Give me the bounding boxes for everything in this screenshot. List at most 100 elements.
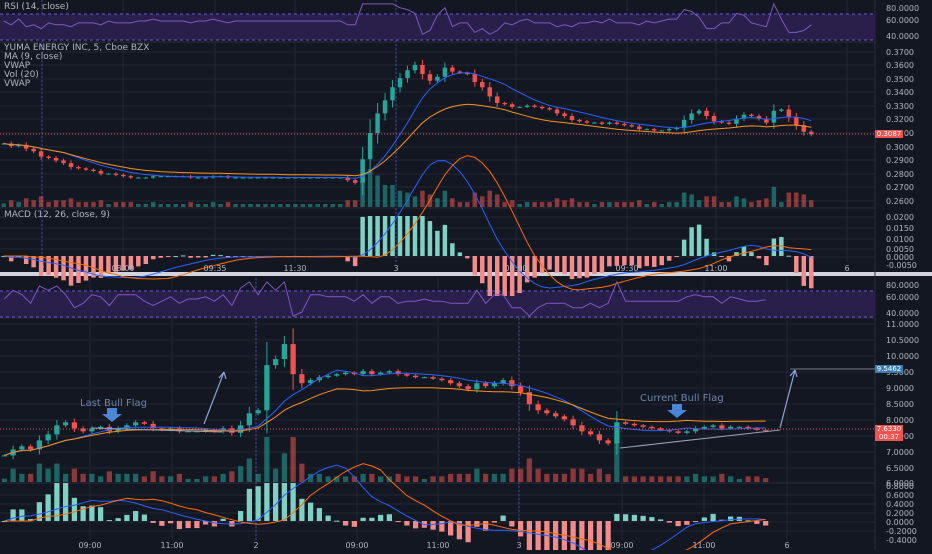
bottom-volume-bar — [675, 476, 681, 482]
top-candle — [719, 121, 724, 123]
top-candle — [203, 177, 208, 179]
x-tick-top: 11:30 — [283, 264, 307, 273]
top-candle — [270, 177, 276, 179]
macd-label-top: MACD (12, 26, close, 9) — [4, 210, 110, 220]
bottom-volume-bar — [150, 471, 156, 482]
price-tick-bottom: 7.0000 — [886, 448, 914, 457]
bottom-volume-bar — [316, 473, 322, 482]
top-volume-bar — [547, 202, 552, 207]
bottom-macd-hist — [535, 521, 541, 554]
top-volume-bar — [681, 192, 687, 207]
top-macd-hist — [367, 216, 373, 256]
top-candle — [61, 160, 66, 164]
price-tick-top: 0.2600 — [886, 197, 914, 206]
legend-vol: Vol (20) — [4, 70, 39, 80]
bottom-candle — [649, 426, 655, 429]
x-tick-top: 08:00 — [504, 264, 528, 273]
bottom-candle — [150, 423, 156, 429]
bottom-macd-hist — [159, 521, 165, 526]
top-candle — [390, 87, 395, 101]
bottom-macd-hist — [80, 506, 86, 521]
bottom-volume-bar — [54, 463, 60, 482]
bottom-candle — [614, 422, 620, 444]
bottom-macd-hist — [631, 514, 637, 521]
bottom-candle — [605, 440, 611, 444]
bottom-macd-hist — [133, 511, 139, 521]
bottom-candle — [71, 422, 77, 429]
bottom-candle — [474, 383, 480, 390]
top-macd-hist — [412, 216, 418, 256]
top-volume-bar — [734, 196, 739, 207]
bottom-candle — [448, 380, 454, 384]
bottom-volume-bar — [430, 476, 436, 482]
bottom-macd-hist — [509, 521, 515, 527]
top-macd-hist — [23, 256, 29, 264]
bottom-macd-hist — [693, 521, 699, 522]
top-volume-bar — [195, 204, 201, 207]
top-volume-bar — [607, 202, 612, 207]
bottom-macd-hist — [518, 521, 524, 537]
bottom-volume-bar — [509, 468, 515, 482]
top-candle — [76, 167, 81, 169]
top-volume-bar — [524, 202, 530, 207]
bottom-macd-hist — [316, 508, 322, 521]
top-macd-hist — [644, 256, 650, 267]
bottom-volume-bar — [701, 476, 707, 482]
bottom-macd-hist — [264, 483, 270, 521]
top-volume-bar — [719, 202, 724, 207]
bottom-volume-bar — [106, 471, 112, 482]
top-volume-bar — [315, 204, 321, 207]
bottom-candle — [63, 422, 69, 426]
top-macd-hist — [397, 216, 403, 256]
bottom-candle — [89, 428, 95, 432]
top-volume-bar — [218, 204, 223, 207]
top-macd-hist — [420, 216, 425, 256]
bottom-volume-bar — [623, 476, 629, 482]
top-volume-bar — [465, 202, 470, 207]
bottom-candle — [535, 404, 541, 411]
bottom-macd-hist — [614, 513, 620, 521]
bottom-volume-bar — [614, 443, 620, 482]
rsi-band-top — [0, 14, 875, 40]
top-macd-hist — [465, 256, 470, 259]
top-candle — [509, 104, 515, 107]
bottom-candle — [194, 431, 200, 433]
top-macd-hist — [607, 256, 612, 267]
top-volume-bar — [502, 202, 507, 207]
bottom-candle — [308, 380, 314, 384]
top-candle — [562, 113, 567, 117]
top-macd-hist — [195, 256, 201, 258]
top-candle — [749, 114, 754, 117]
top-candle — [375, 113, 380, 134]
top-candle — [659, 130, 664, 132]
top-candle — [569, 116, 575, 120]
top-macd-hist — [165, 256, 171, 257]
bottom-candle — [369, 371, 375, 375]
top-macd-hist — [210, 254, 216, 256]
top-macd-hist — [756, 256, 762, 259]
bottom-macd-hist — [124, 514, 130, 521]
bottom-volume-bar — [413, 476, 419, 482]
bottom-macd-hist — [658, 519, 664, 521]
bottom-macd-hist — [605, 521, 611, 554]
top-volume-bar — [31, 200, 36, 207]
top-macd-hist — [203, 256, 208, 258]
top-macd-hist — [188, 256, 193, 258]
bottom-macd-hist — [351, 521, 357, 527]
top-macd-hist — [614, 256, 620, 266]
top-candle — [652, 129, 657, 131]
bottom-candle — [693, 428, 699, 432]
bottom-macd-hist — [281, 483, 287, 521]
bottom-volume-bar — [596, 468, 602, 482]
bottom-macd-hist — [299, 498, 305, 521]
top-macd-hist — [734, 252, 739, 256]
top-macd-hist — [442, 224, 448, 256]
top-candle — [711, 116, 717, 122]
bottom-volume-bar — [763, 478, 769, 482]
price-tick-top: 0.3200 — [886, 115, 914, 124]
flag-channel-right — [619, 429, 781, 449]
top-volume-bar — [278, 204, 283, 207]
top-candle — [68, 163, 74, 168]
